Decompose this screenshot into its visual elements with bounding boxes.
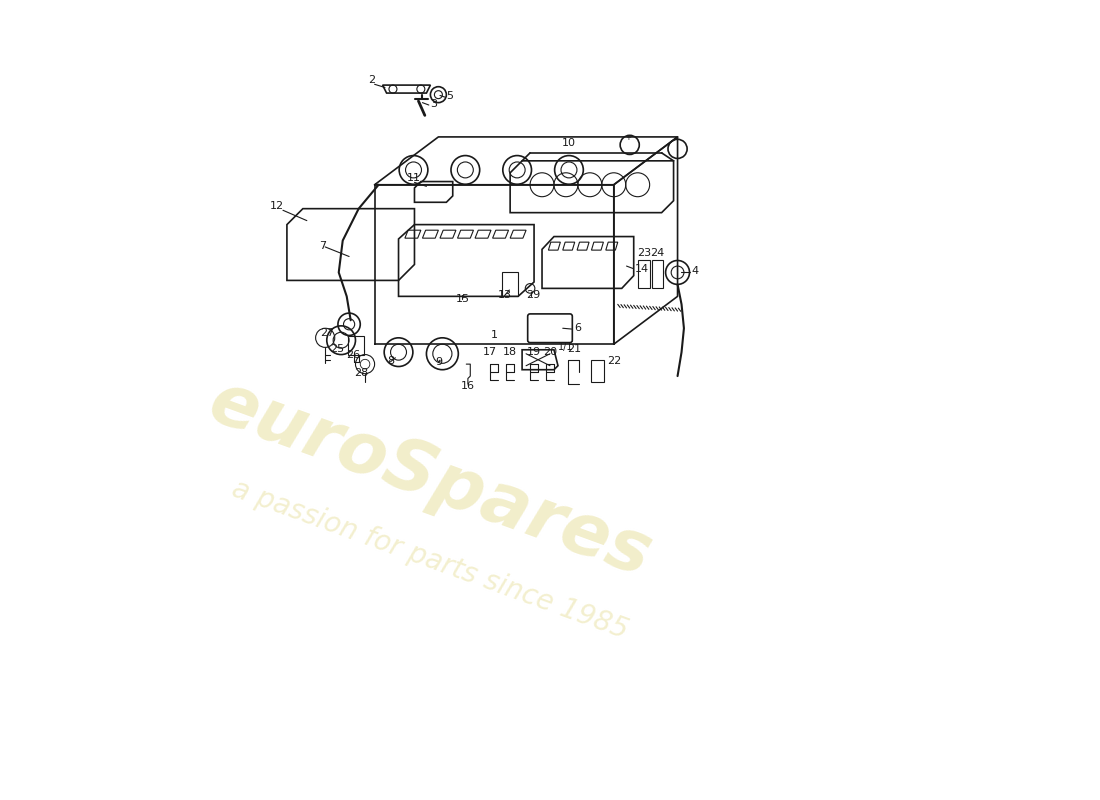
Bar bbox=[503, 273, 518, 296]
Text: 1/1: 1/1 bbox=[558, 342, 573, 352]
Text: 27: 27 bbox=[320, 328, 334, 338]
Text: 13: 13 bbox=[498, 290, 513, 300]
Text: 26: 26 bbox=[345, 350, 360, 360]
Text: 17: 17 bbox=[483, 346, 497, 357]
Bar bbox=[638, 261, 650, 288]
Text: 9: 9 bbox=[436, 357, 442, 367]
Text: 10: 10 bbox=[561, 138, 575, 149]
Text: 11: 11 bbox=[407, 173, 420, 182]
Bar bbox=[592, 360, 604, 382]
Text: 6: 6 bbox=[574, 322, 581, 333]
Text: 18: 18 bbox=[503, 346, 517, 357]
Text: 4: 4 bbox=[692, 266, 698, 276]
Text: 1: 1 bbox=[491, 330, 497, 340]
Text: a passion for parts since 1985: a passion for parts since 1985 bbox=[229, 474, 632, 644]
Text: 12: 12 bbox=[270, 201, 284, 210]
Text: 14: 14 bbox=[635, 264, 649, 274]
Text: 22: 22 bbox=[607, 356, 621, 366]
Text: 23: 23 bbox=[637, 249, 651, 258]
Text: 16: 16 bbox=[461, 381, 475, 391]
Text: 3: 3 bbox=[430, 98, 438, 109]
Text: 19: 19 bbox=[527, 346, 541, 357]
Text: 15: 15 bbox=[455, 294, 470, 304]
Text: 7: 7 bbox=[319, 241, 326, 250]
Bar bbox=[349, 336, 364, 355]
Text: +: + bbox=[626, 135, 631, 141]
Text: 2: 2 bbox=[368, 74, 375, 85]
Text: 8: 8 bbox=[387, 356, 395, 366]
Text: 21: 21 bbox=[566, 344, 581, 354]
Text: 28: 28 bbox=[354, 368, 368, 378]
Text: 24: 24 bbox=[650, 249, 664, 258]
Text: 25: 25 bbox=[330, 344, 344, 354]
Text: euroSpares: euroSpares bbox=[200, 368, 661, 592]
Text: 20: 20 bbox=[543, 346, 557, 357]
Text: 29: 29 bbox=[526, 290, 540, 300]
Bar bbox=[652, 261, 663, 288]
Text: 5: 5 bbox=[447, 90, 453, 101]
